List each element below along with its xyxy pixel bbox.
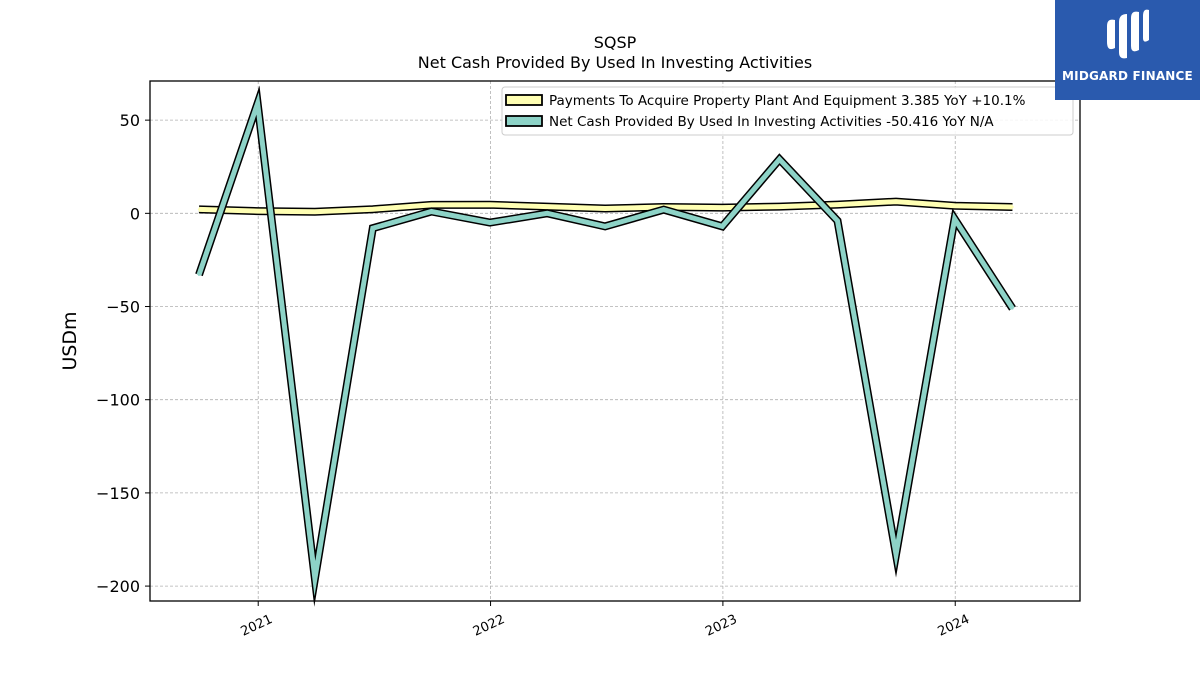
logo-mark-icon (1107, 9, 1149, 59)
series-investing-point (778, 158, 781, 161)
series-ppe-point (546, 205, 549, 208)
series-ppe-point (256, 209, 259, 213)
series-investing-point (430, 210, 433, 213)
series-investing-point (836, 219, 839, 222)
series-ppe-point (778, 205, 781, 208)
series-investing-point (1011, 307, 1014, 310)
legend-swatch-ppe (505, 94, 543, 106)
legend-label-ppe: Payments To Acquire Property Plant And E… (549, 93, 1026, 109)
y-tick-label: −150 (96, 484, 140, 503)
series-investing-point (546, 212, 549, 215)
series-investing-point (721, 225, 724, 228)
x-axis: 2021 2022 2023 2024 (239, 601, 972, 640)
y-tick-label: −50 (106, 298, 140, 317)
series-ppe-point (721, 206, 724, 209)
series-investing-point (371, 227, 374, 230)
series-ppe-point (371, 208, 374, 211)
series-investing-point (197, 273, 201, 276)
legend-label-investing: Net Cash Provided By Used In Investing A… (549, 114, 994, 130)
series-ppe-point (603, 207, 607, 210)
series-investing-point (256, 102, 259, 105)
series-investing-point (662, 208, 665, 211)
series-ppe-line (198, 199, 1013, 215)
y-axis: 50 0 −50 −100 −150 −200 (96, 111, 150, 596)
x-tick-label: 2021 (239, 612, 275, 640)
legend: Payments To Acquire Property Plant And E… (501, 86, 1074, 136)
series-ppe-point (836, 203, 839, 206)
chart-title: SQSP (594, 33, 637, 52)
legend-swatch-investing (505, 115, 543, 127)
series-ppe-point (430, 203, 433, 207)
plot-frame (149, 80, 1081, 602)
series-investing-point (488, 221, 492, 224)
brand-logo: MIDGARD FINANCE (1055, 0, 1200, 100)
series-investing-point (953, 217, 956, 221)
logo-text: MIDGARD FINANCE (1062, 69, 1193, 83)
legend-box (501, 86, 1074, 136)
series-ppe-point (313, 210, 317, 213)
series-ppe-point (953, 204, 956, 207)
series-ppe-point (1011, 205, 1014, 209)
series-investing-point (603, 225, 607, 228)
series-layer (195, 85, 1016, 607)
series-investing-outline (195, 85, 1016, 607)
x-tick-label: 2022 (471, 612, 507, 640)
series-investing-point (313, 577, 317, 580)
x-tick-label: 2023 (703, 612, 739, 640)
y-axis-label: USDm (59, 311, 81, 370)
chart-subtitle: Net Cash Provided By Used In Investing A… (418, 53, 812, 72)
y-tick-label: 50 (120, 111, 140, 130)
series-ppe-point (197, 208, 201, 211)
series-ppe-point (488, 203, 492, 206)
series-ppe-point (894, 200, 898, 203)
y-tick-label: 0 (130, 204, 140, 223)
x-tick-label: 2024 (936, 612, 972, 640)
series-investing-point (894, 553, 898, 556)
y-tick-label: −100 (96, 391, 140, 410)
y-tick-label: −200 (96, 577, 140, 596)
